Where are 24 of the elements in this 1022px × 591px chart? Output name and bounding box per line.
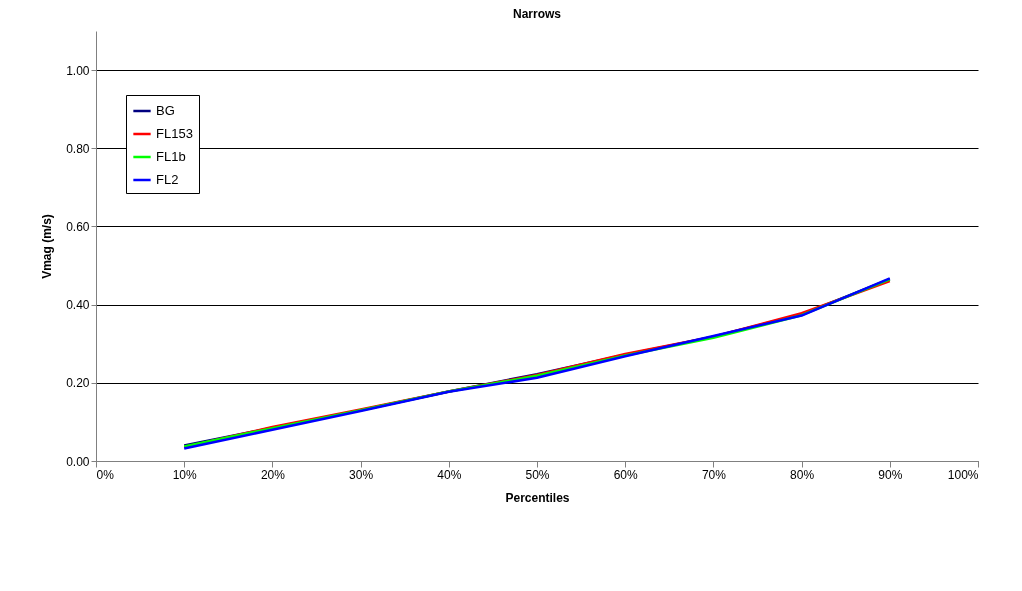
x-tick-label: 60% — [613, 467, 639, 482]
x-tick-label: 80% — [790, 467, 815, 482]
y-tick-label: 0.00 — [66, 454, 90, 469]
y-tick-label: 1.00 — [66, 63, 90, 78]
x-tick-label: 0% — [96, 467, 115, 482]
x-tick-label: 50% — [525, 467, 550, 482]
y-tick-label: 0.40 — [66, 298, 90, 313]
y-tick-label: 0.60 — [66, 219, 90, 234]
x-tick-label: 10% — [172, 467, 198, 482]
legend-label: FL1b — [156, 149, 186, 164]
legend-label: FL2 — [156, 172, 179, 187]
legend-label: FL153 — [156, 126, 193, 141]
chart-title: Narrows — [512, 7, 562, 21]
y-tick-label: 0.20 — [66, 376, 90, 391]
legend-label: BG — [156, 103, 175, 118]
x-tick-label: 20% — [260, 467, 286, 482]
x-tick-label: 90% — [878, 467, 903, 482]
x-tick-label: 70% — [701, 467, 727, 482]
y-tick-label: 0.80 — [66, 141, 90, 156]
x-tick-label: 30% — [349, 467, 374, 482]
x-tick-label: 100% — [947, 467, 979, 482]
x-tick-label: 40% — [437, 467, 462, 482]
y-axis-title: Vmag (m/s) — [40, 214, 55, 279]
x-axis-title: Percentiles — [505, 490, 570, 505]
